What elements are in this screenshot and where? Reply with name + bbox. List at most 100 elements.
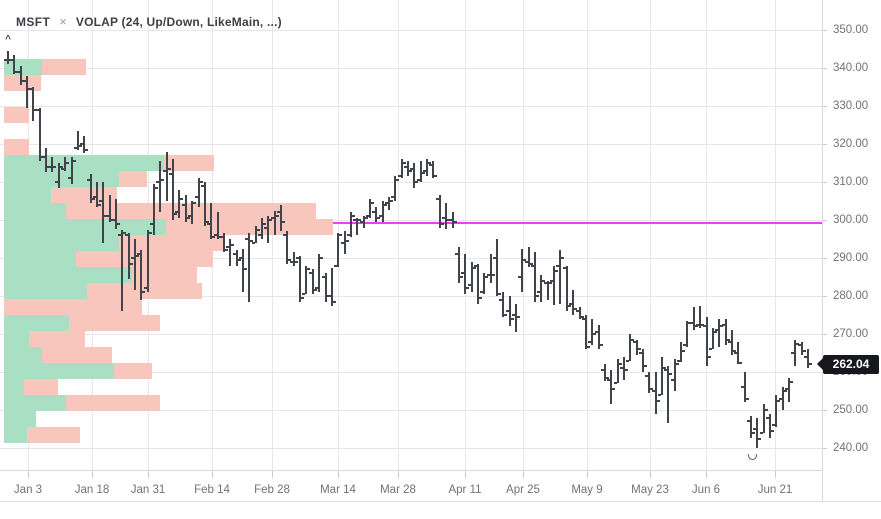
ohlc-bar[interactable] — [699, 305, 702, 329]
ohlc-bar[interactable] — [64, 157, 67, 171]
ohlc-bar[interactable] — [711, 328, 714, 350]
ohlc-bar[interactable] — [400, 159, 403, 179]
ohlc-bar[interactable] — [197, 178, 200, 207]
ohlc-bar[interactable] — [661, 356, 664, 395]
ohlc-bar[interactable] — [527, 246, 530, 268]
ohlc-bar[interactable] — [705, 316, 708, 367]
ohlc-bar[interactable] — [292, 252, 295, 266]
ohlc-bar[interactable] — [680, 341, 683, 363]
ohlc-bar[interactable] — [248, 233, 251, 302]
ohlc-bar[interactable] — [540, 275, 543, 302]
symbol-label[interactable]: MSFT — [16, 15, 51, 29]
ohlc-bar[interactable] — [749, 415, 752, 439]
ohlc-bar[interactable] — [267, 216, 270, 243]
ohlc-bar[interactable] — [508, 296, 511, 327]
ohlc-bar[interactable] — [159, 161, 162, 213]
ohlc-bar[interactable] — [388, 197, 390, 211]
ohlc-bar[interactable] — [445, 202, 448, 230]
ohlc-bar[interactable] — [794, 339, 797, 367]
ohlc-bar[interactable] — [368, 199, 371, 219]
ohlc-bar[interactable] — [210, 202, 213, 239]
ohlc-bar[interactable] — [127, 233, 130, 279]
ohlc-bar[interactable] — [172, 159, 175, 220]
ohlc-bar[interactable] — [330, 267, 333, 306]
ohlc-bar[interactable] — [559, 250, 562, 304]
ohlc-bar[interactable] — [578, 307, 581, 319]
ohlc-bar[interactable] — [692, 307, 695, 331]
ohlc-bar[interactable] — [381, 201, 384, 222]
ohlc-bar[interactable] — [426, 159, 429, 177]
ohlc-bar[interactable] — [635, 339, 638, 355]
ohlc-bar[interactable] — [241, 248, 244, 293]
ohlc-bar[interactable] — [489, 254, 492, 283]
ohlc-bar[interactable] — [311, 269, 314, 295]
ohlc-bar[interactable] — [70, 157, 73, 184]
ohlc-bar[interactable] — [546, 280, 549, 300]
ohlc-bar[interactable] — [299, 256, 302, 302]
ohlc-bar[interactable] — [584, 315, 587, 350]
ohlc-bar[interactable] — [216, 212, 219, 239]
ohlc-bar[interactable] — [553, 265, 556, 306]
ohlc-bar[interactable] — [762, 404, 765, 433]
ohlc-bar[interactable] — [95, 182, 98, 207]
ohlc-bar[interactable] — [114, 199, 117, 230]
ohlc-bar[interactable] — [534, 252, 537, 302]
ohlc-bar[interactable] — [394, 176, 397, 201]
ohlc-bar[interactable] — [788, 377, 791, 403]
ohlc-bar[interactable] — [603, 364, 606, 382]
close-icon[interactable]: × — [59, 14, 67, 29]
ohlc-bar[interactable] — [502, 292, 505, 317]
ohlc-bar[interactable] — [191, 201, 194, 224]
ohlc-bar[interactable] — [121, 229, 124, 312]
ohlc-bar[interactable] — [51, 157, 54, 173]
ohlc-bar[interactable] — [178, 189, 181, 219]
ohlc-bar[interactable] — [102, 182, 105, 243]
ohlc-bar[interactable] — [464, 254, 467, 295]
ohlc-bar[interactable] — [438, 195, 441, 228]
ohlc-bar[interactable] — [140, 250, 143, 300]
ohlc-bar[interactable] — [724, 318, 727, 346]
ohlc-bar[interactable] — [807, 349, 810, 369]
ohlc-bar[interactable] — [229, 239, 232, 266]
ohlc-bar[interactable] — [57, 163, 60, 188]
ohlc-bar[interactable] — [324, 273, 327, 302]
ohlc-bar[interactable] — [476, 263, 479, 304]
ohlc-bar[interactable] — [451, 212, 454, 228]
ohlc-bar[interactable] — [432, 161, 435, 179]
ohlc-bar[interactable] — [756, 417, 759, 448]
ohlc-bar[interactable] — [629, 334, 632, 361]
ohlc-bar[interactable] — [83, 136, 86, 154]
ohlc-bar[interactable] — [407, 161, 410, 177]
ohlc-bar[interactable] — [184, 195, 187, 222]
ohlc-bar[interactable] — [286, 231, 289, 264]
ohlc-bar[interactable] — [642, 349, 644, 372]
ohlc-bar[interactable] — [775, 394, 778, 428]
ohlc-bar[interactable] — [597, 324, 600, 350]
ohlc-bar[interactable] — [483, 273, 486, 295]
ohlc-bar[interactable] — [673, 358, 676, 391]
ohlc-bar[interactable] — [495, 239, 498, 296]
ohlc-bar[interactable] — [413, 163, 416, 188]
ohlc-bar[interactable] — [800, 341, 803, 355]
indicator-label[interactable]: VOLAP (24, Up/Down, LikeMain, ...) — [75, 15, 282, 29]
ohlc-bar[interactable] — [718, 318, 721, 348]
ohlc-bar[interactable] — [235, 250, 238, 266]
ohlc-bar[interactable] — [737, 341, 740, 365]
ohlc-bar[interactable] — [419, 161, 422, 182]
ohlc-bar[interactable] — [616, 358, 619, 384]
ohlc-bar[interactable] — [521, 248, 524, 293]
ohlc-bar[interactable] — [108, 195, 111, 222]
ohlc-bar[interactable] — [515, 303, 517, 333]
ohlc-bar[interactable] — [457, 246, 460, 283]
ohlc-bar[interactable] — [76, 130, 79, 150]
ohlc-bar[interactable] — [375, 206, 378, 222]
ohlc-bar[interactable] — [622, 356, 625, 380]
ohlc-bar[interactable] — [280, 204, 283, 232]
ohlc-bar[interactable] — [19, 66, 22, 86]
ohlc-bar[interactable] — [337, 233, 340, 268]
ohlc-bar[interactable] — [13, 54, 16, 74]
ohlc-bar[interactable] — [470, 261, 473, 293]
ohlc-bar[interactable] — [743, 372, 746, 403]
ohlc-bar[interactable] — [349, 212, 352, 238]
ohlc-bar[interactable] — [654, 372, 657, 414]
